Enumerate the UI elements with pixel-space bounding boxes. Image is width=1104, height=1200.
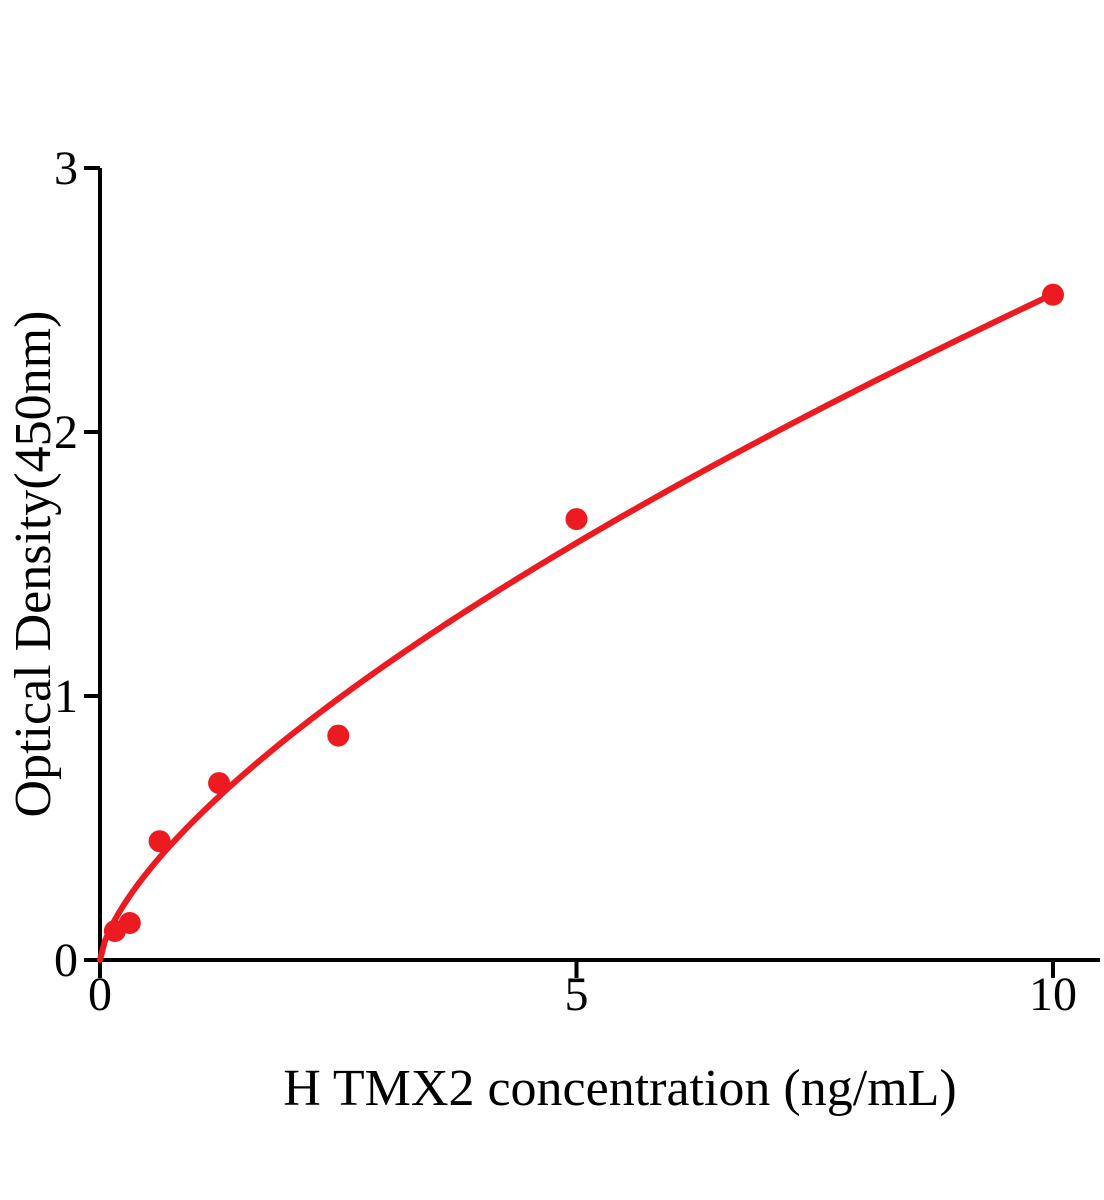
x-tick-label: 5 — [565, 968, 589, 1021]
x-tick-label: 0 — [88, 968, 112, 1021]
fit-curve — [97, 291, 1056, 963]
x-axis-ticks: 0 5 10 — [88, 960, 1077, 1021]
data-point — [118, 912, 141, 934]
data-points-group — [103, 283, 1064, 942]
y-tick-label: 2 — [54, 406, 78, 459]
data-point — [208, 772, 231, 795]
data-point — [327, 724, 350, 747]
y-axis-title: Optical Density(450nm) — [5, 311, 62, 818]
y-axis-ticks: 0 1 2 3 — [54, 142, 100, 987]
fit-curve-group — [97, 291, 1056, 963]
data-point — [148, 830, 171, 853]
x-tick-label: 10 — [1029, 968, 1077, 1021]
data-point — [565, 508, 588, 531]
x-axis-title: H TMX2 concentration (ng/mL) — [283, 1060, 956, 1117]
y-tick-label: 1 — [54, 670, 78, 723]
axes — [98, 168, 1100, 962]
y-tick-label: 0 — [54, 934, 78, 987]
y-tick-label: 3 — [54, 142, 78, 195]
data-point — [1042, 283, 1064, 306]
